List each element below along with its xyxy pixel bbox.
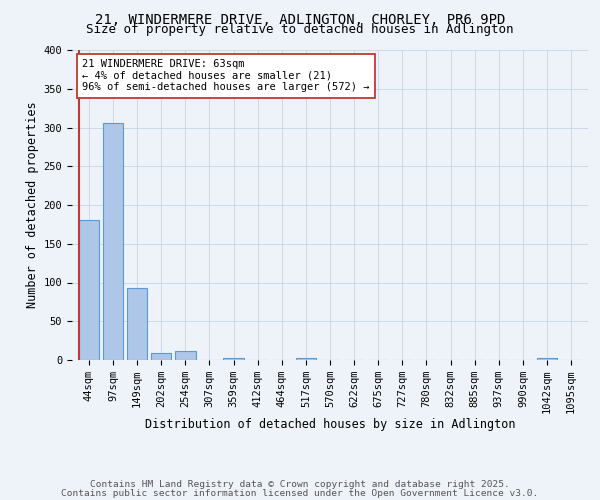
Text: Contains HM Land Registry data © Crown copyright and database right 2025.: Contains HM Land Registry data © Crown c…: [90, 480, 510, 489]
Text: 21, WINDERMERE DRIVE, ADLINGTON, CHORLEY, PR6 9PD: 21, WINDERMERE DRIVE, ADLINGTON, CHORLEY…: [95, 12, 505, 26]
Bar: [151, 353, 172, 360]
Text: Size of property relative to detached houses in Adlington: Size of property relative to detached ho…: [86, 22, 514, 36]
Bar: [127, 288, 148, 360]
Bar: [537, 358, 557, 360]
Bar: [175, 352, 196, 360]
Bar: [223, 358, 244, 360]
Text: 21 WINDERMERE DRIVE: 63sqm
← 4% of detached houses are smaller (21)
96% of semi-: 21 WINDERMERE DRIVE: 63sqm ← 4% of detac…: [82, 60, 370, 92]
Bar: [296, 358, 316, 360]
X-axis label: Distribution of detached houses by size in Adlington: Distribution of detached houses by size …: [145, 418, 515, 430]
Text: Contains public sector information licensed under the Open Government Licence v3: Contains public sector information licen…: [61, 490, 539, 498]
Y-axis label: Number of detached properties: Number of detached properties: [26, 102, 40, 308]
Bar: [103, 123, 123, 360]
Bar: [79, 220, 99, 360]
